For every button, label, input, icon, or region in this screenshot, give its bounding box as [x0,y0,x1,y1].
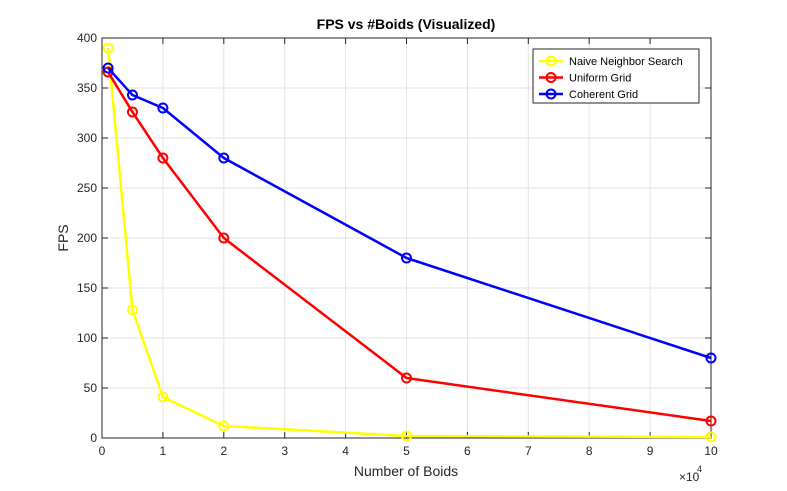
data-point-naive-neighbor-search [401,430,412,442]
y-tick-label: 100 [77,331,97,345]
y-tick-label: 300 [77,131,97,145]
data-point-coherent-grid [705,352,717,364]
legend: Naive Neighbor Search Uniform Grid Coheren… [532,48,700,104]
x-tick-label: 4 [342,444,349,458]
x-axis-label: Number of Boids [354,463,458,479]
series-line-naive-neighbor-search [106,47,712,439]
series-line-coherent-grid [107,67,712,360]
x-tick-label: 1 [160,444,167,458]
x-multiplier-base: ×10 [679,470,700,484]
legend-item-uniform-grid: Uniform Grid [539,72,631,85]
legend-marker [545,72,557,83]
x-tick-label: 3 [281,444,288,458]
y-tick-label: 250 [77,181,97,195]
x-tick-label: 9 [647,444,654,458]
y-axis-label: FPS [55,224,71,251]
x-tick-label: 10 [704,444,718,458]
x-multiplier-exponent: 4 [697,464,702,474]
y-tick-label: 150 [77,281,97,295]
legend-item-coherent-grid: Coherent Grid [539,88,638,101]
legend-marker [545,55,557,67]
series-line-uniform-grid [107,71,712,423]
x-tick-label: 2 [220,444,227,458]
data-point-uniform-grid [126,106,138,118]
data-point-naive-neighbor-search [102,42,114,54]
data-point-naive-neighbor-search [218,420,230,432]
data-point-naive-neighbor-search [157,391,169,403]
data-point-coherent-grid [126,89,138,101]
data-point-coherent-grid [157,102,169,114]
x-tick-label: 5 [403,444,410,458]
legend-label: Coherent Grid [569,89,638,101]
x-tick-label: 0 [99,444,106,458]
x-axis-multiplier: ×10 4 [679,464,702,484]
x-tick-label: 7 [525,444,532,458]
series-coherent-grid [102,62,717,364]
data-point-naive-neighbor-search [126,304,138,316]
chart-title: FPS vs #Boids (Visualized) [317,16,496,32]
data-point-coherent-grid [401,252,412,264]
y-tick-label: 350 [77,81,97,95]
data-point-coherent-grid [218,152,230,164]
y-tick-label: 50 [84,381,98,395]
data-point-coherent-grid [102,62,114,74]
data-point-uniform-grid [218,232,230,244]
data-point-naive-neighbor-search [705,431,717,443]
data-point-uniform-grid [157,152,169,164]
legend-item-naive-neighbor-search: Naive Neighbor Search [539,55,683,68]
y-tick-label: 0 [90,431,97,445]
legend-label: Naive Neighbor Search [569,56,683,68]
data-point-uniform-grid [401,372,412,384]
x-tick-label: 6 [464,444,471,458]
series-naive-neighbor-search [102,42,717,443]
data-point-uniform-grid [705,415,717,427]
series-group [102,42,717,443]
legend-marker [545,88,557,100]
x-tick-label: 8 [586,444,593,458]
legend-label: Uniform Grid [569,73,631,85]
y-tick-label: 200 [77,231,97,245]
y-tick-label: 400 [77,31,97,45]
